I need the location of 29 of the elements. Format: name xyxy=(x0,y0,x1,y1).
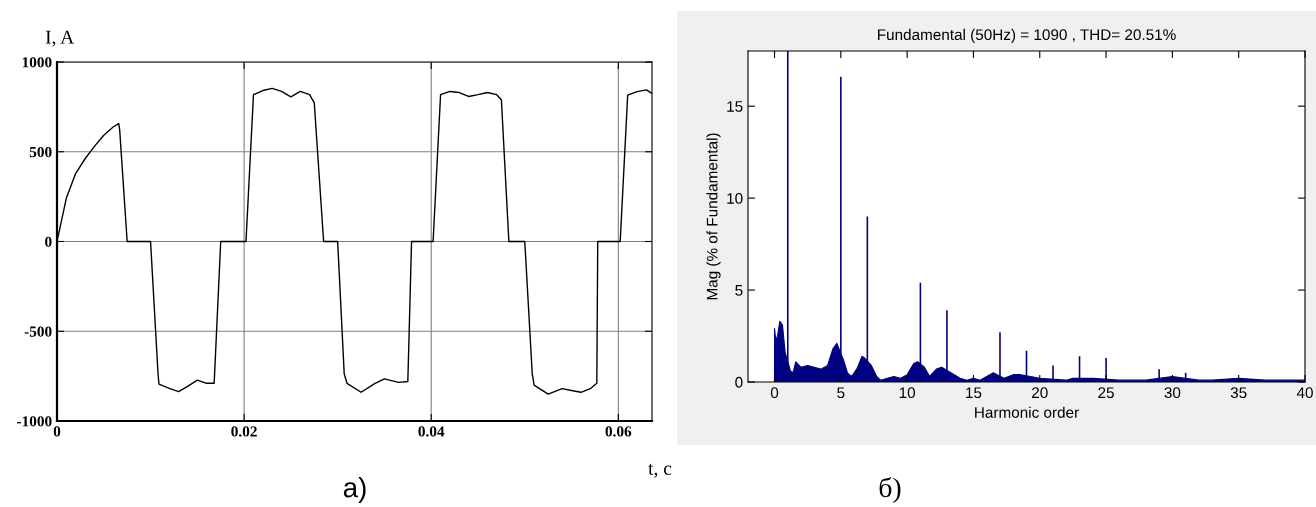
x-tick-label: 15 xyxy=(966,387,982,399)
x-axis-title: Harmonic order xyxy=(975,406,1079,418)
y-tick-label: 15 xyxy=(727,101,743,112)
y-tick-label: -1000 xyxy=(17,416,52,427)
x-tick-label: 0.06 xyxy=(605,426,632,437)
y-axis-title: Mag (% of Fundamental) xyxy=(706,133,721,300)
x-tick-label: 20 xyxy=(1032,387,1048,399)
x-tick-label: 5 xyxy=(837,387,845,399)
x-tick-label: 10 xyxy=(899,387,916,399)
y-tick-label: 1000 xyxy=(22,57,52,68)
x-tick-label: 25 xyxy=(1098,387,1114,399)
y-tick-label: 5 xyxy=(735,285,743,296)
y-tick-label: 500 xyxy=(29,146,52,158)
chart-title: Fundamental (50Hz) = 1090 , THD= 20.51% xyxy=(878,28,1176,44)
y-axis-title: I, A xyxy=(45,30,75,47)
y-tick-label: -500 xyxy=(24,326,52,337)
x-axis-title: t, c xyxy=(648,463,672,478)
x-tick-label: 0 xyxy=(770,387,779,399)
x-tick-label: 35 xyxy=(1230,387,1247,399)
y-tick-label: 10 xyxy=(727,192,743,204)
x-tick-label: 40 xyxy=(1296,387,1313,399)
y-tick-label: 0 xyxy=(735,376,743,388)
x-tick-label: 30 xyxy=(1164,387,1181,399)
text: б) xyxy=(879,477,901,503)
x-tick-label: 0.02 xyxy=(231,426,257,437)
y-tick-label: 0 xyxy=(45,236,52,247)
text: a) xyxy=(343,477,366,503)
x-tick-label: 0 xyxy=(53,426,61,437)
x-tick-label: 0.04 xyxy=(418,426,445,437)
